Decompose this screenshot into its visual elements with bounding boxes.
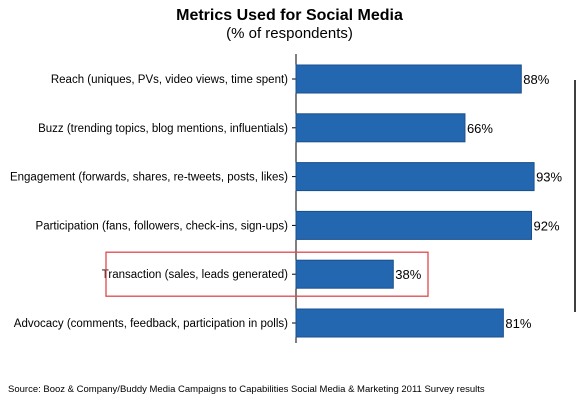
data-label: 66% (467, 121, 493, 136)
category-label: Reach (uniques, PVs, video views, time s… (51, 74, 288, 86)
category-label: Participation (fans, followers, check-in… (36, 220, 289, 232)
source-note: Source: Booz & Company/Buddy Media Campa… (8, 384, 485, 395)
category-label: Engagement (forwards, shares, re-tweets,… (10, 172, 288, 184)
data-label: 93% (536, 170, 562, 185)
data-label: 81% (505, 316, 531, 331)
bar (295, 308, 504, 338)
category-label: Transaction (sales, leads generated) (102, 269, 288, 281)
data-label: 38% (395, 267, 421, 282)
category-label: Buzz (trending topics, blog mentions, in… (38, 123, 288, 135)
chart-subtitle: (% of respondents) (226, 25, 353, 42)
chart-title: Metrics Used for Social Media (176, 7, 403, 24)
data-label: 88% (523, 72, 549, 87)
bar (295, 210, 533, 240)
category-label: Advocacy (comments, feedback, participat… (14, 318, 288, 330)
bar (295, 162, 535, 192)
data-label: 92% (534, 218, 560, 233)
bar (295, 113, 466, 143)
bar (295, 64, 522, 94)
highlight-box (105, 251, 429, 297)
bar (295, 259, 394, 289)
